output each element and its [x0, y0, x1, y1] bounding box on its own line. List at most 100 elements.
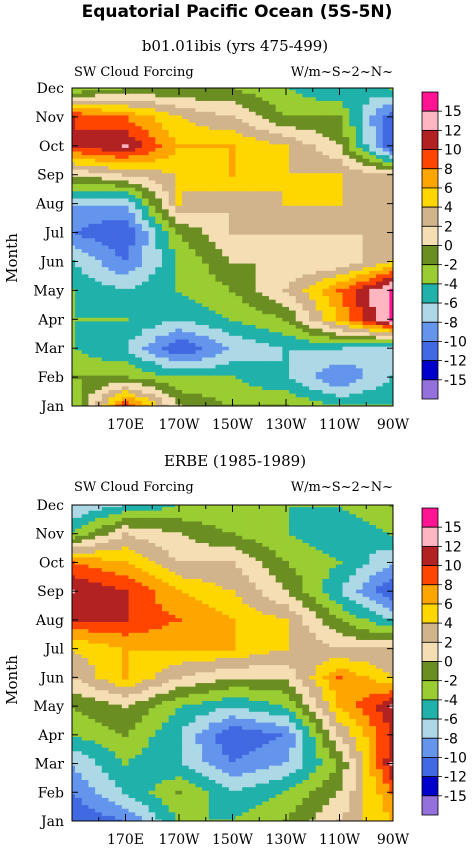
heatmap-cell [248, 223, 257, 228]
heatmap-cell [302, 252, 310, 257]
heatmap-cell [382, 328, 390, 333]
heatmap-cell [309, 147, 317, 152]
heatmap-cell [322, 125, 330, 130]
heatmap-cell [175, 237, 183, 242]
heatmap-cell [95, 393, 103, 398]
heatmap-cell [255, 786, 263, 791]
heatmap-cell [268, 150, 277, 156]
heatmap-cell [188, 259, 197, 264]
heatmap-cell [81, 212, 90, 217]
heatmap-cell [242, 320, 250, 325]
heatmap-cell [188, 111, 197, 116]
heatmap-cell [262, 259, 270, 264]
heatmap-cell [315, 93, 324, 98]
heatmap-cell [141, 793, 150, 798]
heatmap-cell [268, 793, 277, 798]
heatmap-cell [362, 150, 370, 156]
heatmap-cell [322, 360, 330, 365]
heatmap-cell [282, 382, 290, 387]
heatmap-cell [215, 273, 223, 279]
heatmap-cell [222, 793, 230, 798]
heatmap-cell [222, 183, 230, 188]
heatmap-cell [228, 328, 237, 333]
heatmap-cell [202, 299, 210, 304]
heatmap-cell [72, 320, 76, 325]
heatmap-cell [362, 346, 370, 351]
heatmap-cell [295, 190, 304, 195]
heatmap-cell [188, 382, 197, 387]
heatmap-cell [242, 403, 250, 406]
heatmap-cell [342, 183, 350, 188]
heatmap-cell [121, 374, 130, 380]
heatmap-cell [148, 317, 156, 322]
heatmap-cell [182, 783, 190, 788]
heatmap-cell [355, 800, 364, 806]
heatmap-cell [389, 270, 393, 275]
heatmap-cell [355, 241, 364, 246]
heatmap-cell [295, 371, 304, 376]
heatmap-cell [222, 270, 230, 275]
heatmap-cell [262, 262, 270, 268]
heatmap-cell [309, 331, 317, 336]
heatmap-cell [235, 122, 243, 127]
heatmap-cell [141, 396, 150, 401]
heatmap-cell [155, 371, 163, 376]
heatmap-cell [75, 212, 83, 217]
heatmap-cell [101, 331, 110, 336]
heatmap-cell [242, 208, 250, 213]
heatmap-cell [148, 169, 156, 174]
heatmap-cell [75, 172, 83, 177]
heatmap-cell [362, 140, 370, 145]
heatmap-cell [88, 89, 96, 94]
heatmap-cell [168, 158, 176, 163]
heatmap-cell [369, 382, 377, 387]
heatmap-cell [268, 338, 277, 344]
heatmap-cell [128, 284, 136, 289]
heatmap-cell [268, 252, 277, 257]
heatmap-cell [342, 241, 350, 246]
heatmap-cell [88, 331, 96, 336]
heatmap-cell [302, 179, 310, 185]
heatmap-cell [88, 790, 96, 795]
heatmap-cell [168, 382, 176, 387]
heatmap-cell [389, 273, 393, 279]
heatmap-cell [222, 277, 230, 282]
heatmap-cell [175, 288, 183, 293]
heatmap-cell [262, 313, 270, 318]
heatmap-cell [389, 400, 393, 405]
heatmap-cell [295, 349, 304, 354]
heatmap-cell [115, 324, 123, 329]
heatmap-cell [309, 136, 317, 141]
heatmap-cell [88, 818, 96, 821]
heatmap-cell [128, 248, 136, 253]
heatmap-cell [161, 284, 170, 289]
heatmap-cell [329, 346, 337, 351]
heatmap-cell [329, 317, 337, 322]
heatmap-cell [349, 187, 357, 192]
heatmap-cell [95, 165, 103, 170]
heatmap-cell [228, 295, 237, 300]
heatmap-cell [148, 335, 156, 340]
heatmap-cell [95, 783, 103, 788]
heatmap-cell [81, 815, 90, 820]
heatmap-cell [355, 226, 364, 232]
heatmap-cell [262, 382, 270, 387]
heatmap-cell [81, 205, 90, 210]
heatmap-cell [289, 111, 297, 116]
heatmap-cell [188, 317, 197, 322]
heatmap-cell [282, 237, 290, 242]
heatmap-cell [315, 154, 324, 159]
heatmap-cell [349, 255, 357, 260]
heatmap-cell [262, 790, 270, 795]
heatmap-cell [389, 241, 393, 246]
heatmap-cell [382, 234, 390, 239]
heatmap-cell [141, 172, 150, 177]
heatmap-cell [128, 374, 136, 380]
heatmap-cell [101, 219, 110, 224]
heatmap-cell [182, 284, 190, 289]
heatmap-cell [355, 194, 364, 199]
heatmap-cell [322, 338, 330, 344]
heatmap-cell [375, 226, 384, 232]
heatmap-cell [262, 114, 270, 120]
heatmap-cell [268, 255, 277, 260]
